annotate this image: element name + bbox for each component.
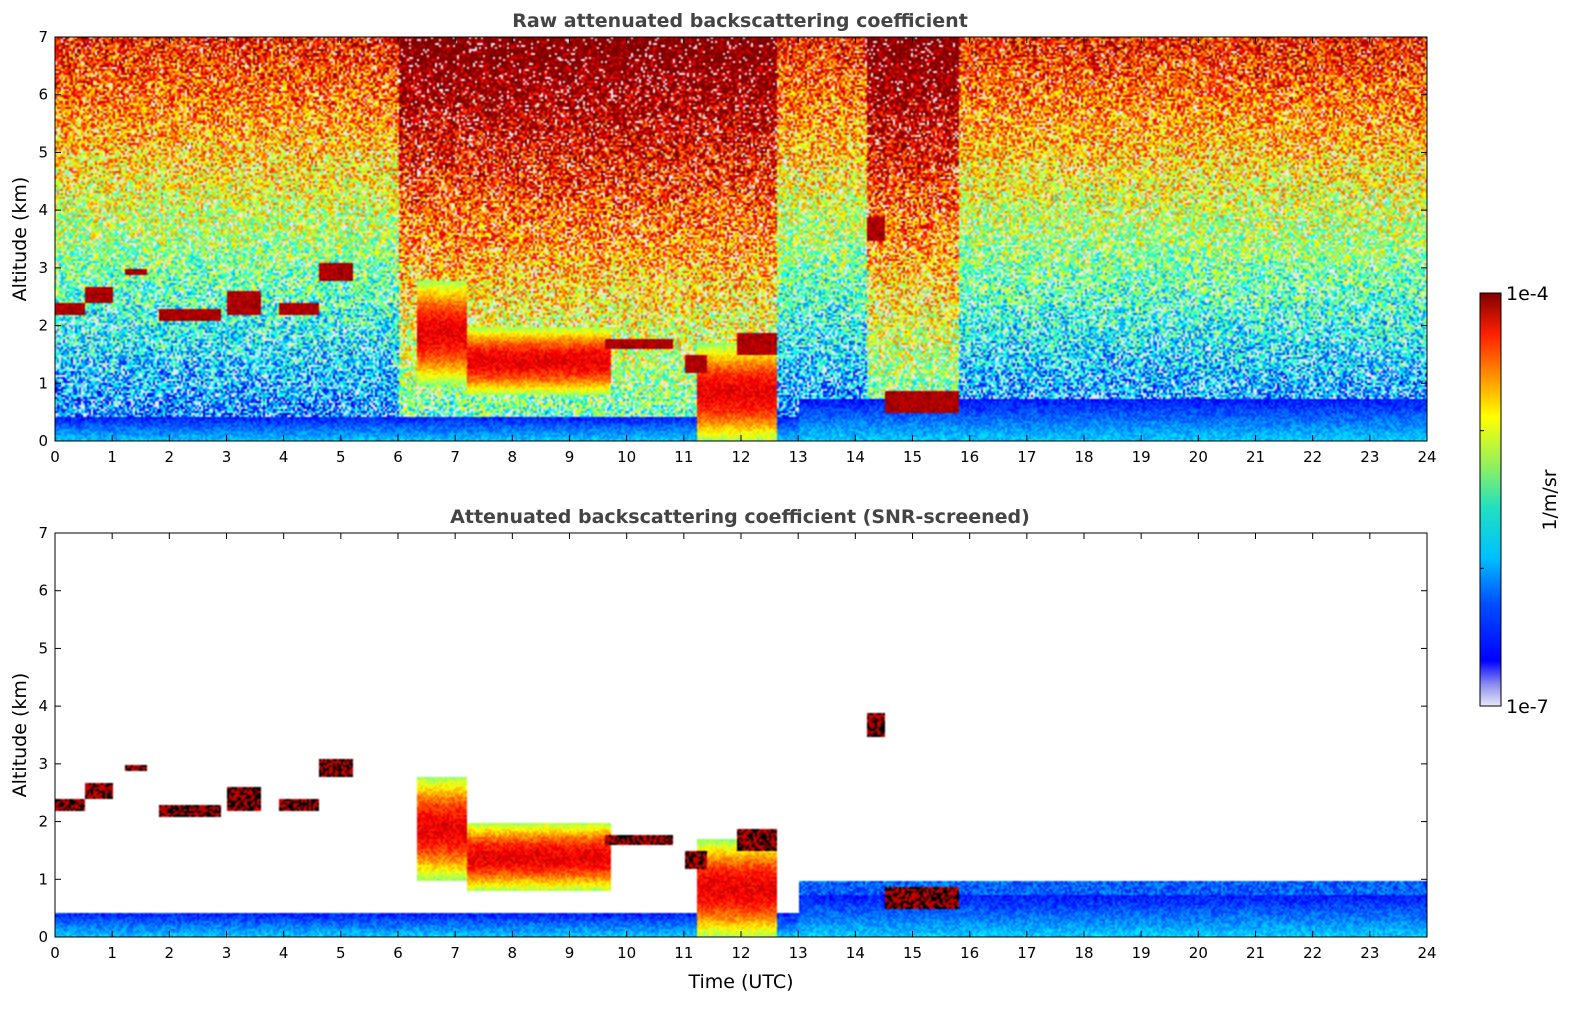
chart-title: Raw attenuated backscattering coefficien… <box>512 10 968 32</box>
x-tick-label: 16 <box>960 448 979 466</box>
y-tick-label: 2 <box>38 317 48 335</box>
x-tick-label: 24 <box>1417 944 1436 962</box>
x-tick-label: 24 <box>1417 448 1436 466</box>
y-tick-label: 6 <box>38 86 48 104</box>
x-tick-label: 9 <box>565 448 575 466</box>
x-tick-label: 0 <box>50 448 60 466</box>
x-tick-label: 18 <box>1074 944 1093 962</box>
x-tick-label: 3 <box>222 448 232 466</box>
x-tick-label: 13 <box>789 944 808 962</box>
x-tick-label: 23 <box>1360 448 1379 466</box>
screened-backscatter-panel: Attenuated backscattering coefficient (S… <box>9 506 1437 993</box>
colorbar-unit-label: 1/m/sr <box>1539 469 1561 530</box>
x-tick-label: 6 <box>393 448 403 466</box>
figure: Raw attenuated backscattering coefficien… <box>0 0 1595 1020</box>
x-tick-label: 3 <box>222 944 232 962</box>
x-tick-label: 15 <box>903 448 922 466</box>
x-tick-label: 11 <box>674 448 693 466</box>
y-tick-label: 1 <box>38 374 48 392</box>
x-tick-label: 1 <box>107 944 117 962</box>
y-tick-label: 2 <box>38 813 48 831</box>
y-axis-label: Altitude (km) <box>9 177 31 302</box>
x-tick-label: 9 <box>565 944 575 962</box>
x-tick-label: 14 <box>846 448 865 466</box>
x-tick-label: 8 <box>508 944 518 962</box>
x-tick-label: 1 <box>107 448 117 466</box>
x-tick-label: 23 <box>1360 944 1379 962</box>
y-tick-label: 7 <box>38 524 48 542</box>
x-tick-label: 12 <box>731 448 750 466</box>
x-tick-label: 11 <box>674 944 693 962</box>
x-tick-label: 21 <box>1246 448 1265 466</box>
raw-backscatter-heatmap <box>55 37 1427 441</box>
x-tick-label: 20 <box>1189 944 1208 962</box>
x-tick-label: 17 <box>1017 944 1036 962</box>
y-tick-label: 4 <box>38 201 48 219</box>
chart-title: Attenuated backscattering coefficient (S… <box>450 506 1030 528</box>
x-tick-label: 22 <box>1303 944 1322 962</box>
x-tick-label: 14 <box>846 944 865 962</box>
x-tick-label: 16 <box>960 944 979 962</box>
x-tick-label: 12 <box>731 944 750 962</box>
x-tick-label: 5 <box>336 448 346 466</box>
x-tick-label: 22 <box>1303 448 1322 466</box>
y-tick-label: 5 <box>38 639 48 657</box>
x-tick-label: 10 <box>617 944 636 962</box>
x-tick-label: 0 <box>50 944 60 962</box>
y-tick-label: 3 <box>38 259 48 277</box>
raw-backscatter-panel: Raw attenuated backscattering coefficien… <box>9 10 1437 466</box>
x-tick-label: 19 <box>1132 448 1151 466</box>
x-tick-label: 20 <box>1189 448 1208 466</box>
x-tick-label: 8 <box>508 448 518 466</box>
x-tick-label: 10 <box>617 448 636 466</box>
colorbar-min-label: 1e-7 <box>1506 696 1549 718</box>
colorbar-max-label: 1e-4 <box>1506 283 1549 305</box>
y-tick-label: 5 <box>38 143 48 161</box>
x-tick-label: 5 <box>336 944 346 962</box>
x-tick-label: 7 <box>450 944 460 962</box>
screened-backscatter-heatmap <box>55 533 1427 937</box>
y-tick-label: 0 <box>38 928 48 946</box>
x-tick-label: 4 <box>279 944 289 962</box>
y-tick-label: 0 <box>38 432 48 450</box>
x-tick-label: 18 <box>1074 448 1093 466</box>
x-axis-label: Time (UTC) <box>687 971 793 993</box>
colorbar: 1e-4 1e-7 1/m/sr <box>1480 283 1561 718</box>
y-axis-label: Altitude (km) <box>9 673 31 798</box>
x-tick-label: 2 <box>165 448 175 466</box>
x-tick-label: 17 <box>1017 448 1036 466</box>
y-tick-label: 1 <box>38 870 48 888</box>
x-tick-label: 7 <box>450 448 460 466</box>
y-tick-label: 3 <box>38 755 48 773</box>
y-tick-label: 4 <box>38 697 48 715</box>
x-tick-label: 6 <box>393 944 403 962</box>
y-tick-label: 6 <box>38 582 48 600</box>
colorbar-gradient <box>1480 293 1501 706</box>
x-tick-label: 19 <box>1132 944 1151 962</box>
x-tick-label: 2 <box>165 944 175 962</box>
y-tick-label: 7 <box>38 28 48 46</box>
x-tick-label: 21 <box>1246 944 1265 962</box>
x-tick-label: 13 <box>789 448 808 466</box>
x-tick-label: 4 <box>279 448 289 466</box>
x-tick-label: 15 <box>903 944 922 962</box>
